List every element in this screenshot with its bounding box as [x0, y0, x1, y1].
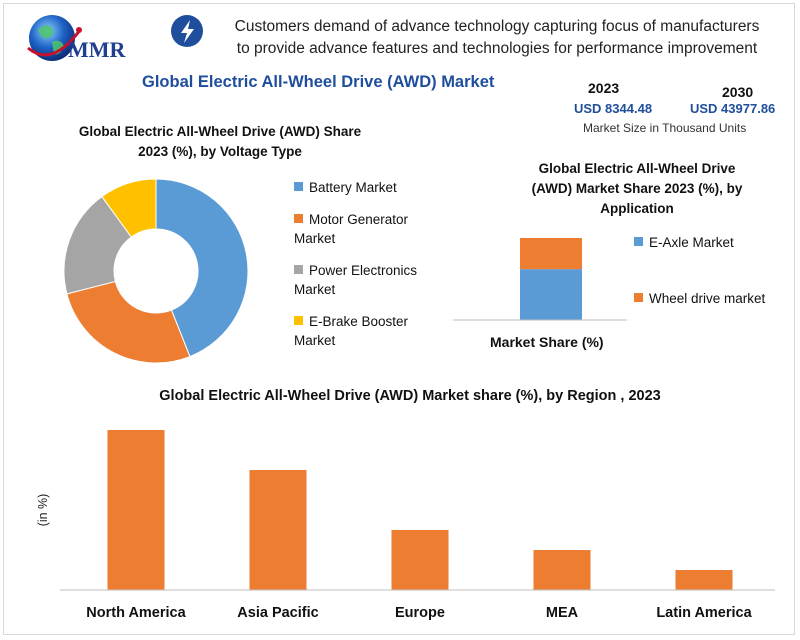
bar-north-america — [107, 430, 165, 590]
legend-power-electronics: Power Electronics Market — [294, 261, 434, 299]
legend-motor-generator: Motor Generator Market — [294, 210, 422, 248]
globe-icon — [29, 15, 75, 61]
stacked-chart-title: Global Electric All-Wheel Drive (AWD) Ma… — [496, 159, 778, 219]
slice-battery-market — [155, 178, 249, 358]
stacked-title-line-3: Application — [600, 201, 674, 216]
bar-asia-pacific — [249, 470, 307, 590]
legend-label: E-Brake Booster Market — [294, 314, 409, 348]
x-tick-label: Asia Pacific — [237, 605, 318, 621]
outer-frame — [3, 3, 795, 635]
stack-segment-e-axle — [520, 269, 582, 320]
bar-mea — [533, 550, 591, 590]
year-start: 2023 — [588, 80, 620, 96]
market-size-note: Market Size in Thousand Units — [583, 121, 747, 135]
stacked-category-label: Market Share (%) — [490, 334, 604, 350]
mmr-logo — [27, 15, 82, 61]
stacked-title-line-1: Global Electric All-Wheel Drive — [538, 161, 736, 176]
donut-title-line-2: 2023 (%), by Voltage Type — [138, 144, 302, 159]
market-value-start: USD 8344.48 — [574, 101, 653, 116]
legend-swatch-gray — [294, 265, 303, 274]
region-bar-chart: North America Asia Pacific Europe MEA Latin … — [36, 430, 775, 621]
headline-line-2: to provide advance features and technolo… — [236, 40, 758, 57]
legend-e-brake-booster: E-Brake Booster Market — [294, 312, 416, 350]
headline-line-1: Customers demand of advance technology c… — [234, 18, 760, 35]
legend-battery-market: Battery Market — [294, 178, 444, 197]
x-tick-label: Latin America — [656, 605, 752, 621]
region-chart-title: Global Electric All-Wheel Drive (AWD) Ma… — [159, 388, 661, 404]
x-tick-label: MEA — [546, 605, 579, 621]
donut-title-line-1: Global Electric All-Wheel Drive (AWD) Sh… — [78, 124, 362, 139]
stacked-legend: E-Axle Market Wheel drive market — [634, 233, 765, 308]
slice-e-brake-booster — [101, 178, 157, 238]
bar-europe — [391, 530, 449, 590]
logo-text: MMR — [68, 37, 126, 62]
legend-label: Battery Market — [309, 180, 397, 195]
donut-legend: Battery Market Motor Generator Market Po… — [294, 178, 444, 350]
main-title: Global Electric All-Wheel Drive (AWD) Ma… — [142, 73, 495, 91]
stacked-bar-chart — [453, 238, 627, 321]
legend-swatch-orange — [294, 214, 303, 223]
donut-chart — [63, 178, 249, 364]
stacked-title-line-2: (AWD) Market Share 2023 (%), by — [531, 181, 743, 196]
legend-wheel-drive-market: Wheel drive market — [634, 289, 765, 308]
legend-label: Motor Generator Market — [294, 212, 409, 246]
x-tick-label: North America — [86, 605, 186, 621]
market-value-end: USD 43977.86 — [690, 101, 776, 116]
year-end: 2030 — [722, 84, 754, 100]
bar-latin-america — [675, 570, 733, 590]
legend-swatch-blue — [294, 182, 303, 191]
legend-label: Wheel drive market — [649, 291, 766, 306]
headline: Customers demand of advance technology c… — [212, 16, 782, 60]
lightning-icon — [171, 15, 203, 47]
slice-motor-generator — [66, 280, 191, 364]
stack-segment-wheel-drive — [520, 238, 582, 270]
legend-label: E-Axle Market — [649, 235, 734, 250]
legend-swatch-orange — [634, 293, 643, 302]
legend-swatch-blue — [634, 237, 643, 246]
legend-label: Power Electronics Market — [294, 263, 418, 297]
y-axis-label: (in %) — [36, 494, 50, 527]
donut-chart-title: Global Electric All-Wheel Drive (AWD) Sh… — [70, 122, 370, 162]
legend-swatch-yellow — [294, 316, 303, 325]
x-tick-label: Europe — [395, 605, 445, 621]
legend-e-axle-market: E-Axle Market — [634, 233, 765, 252]
